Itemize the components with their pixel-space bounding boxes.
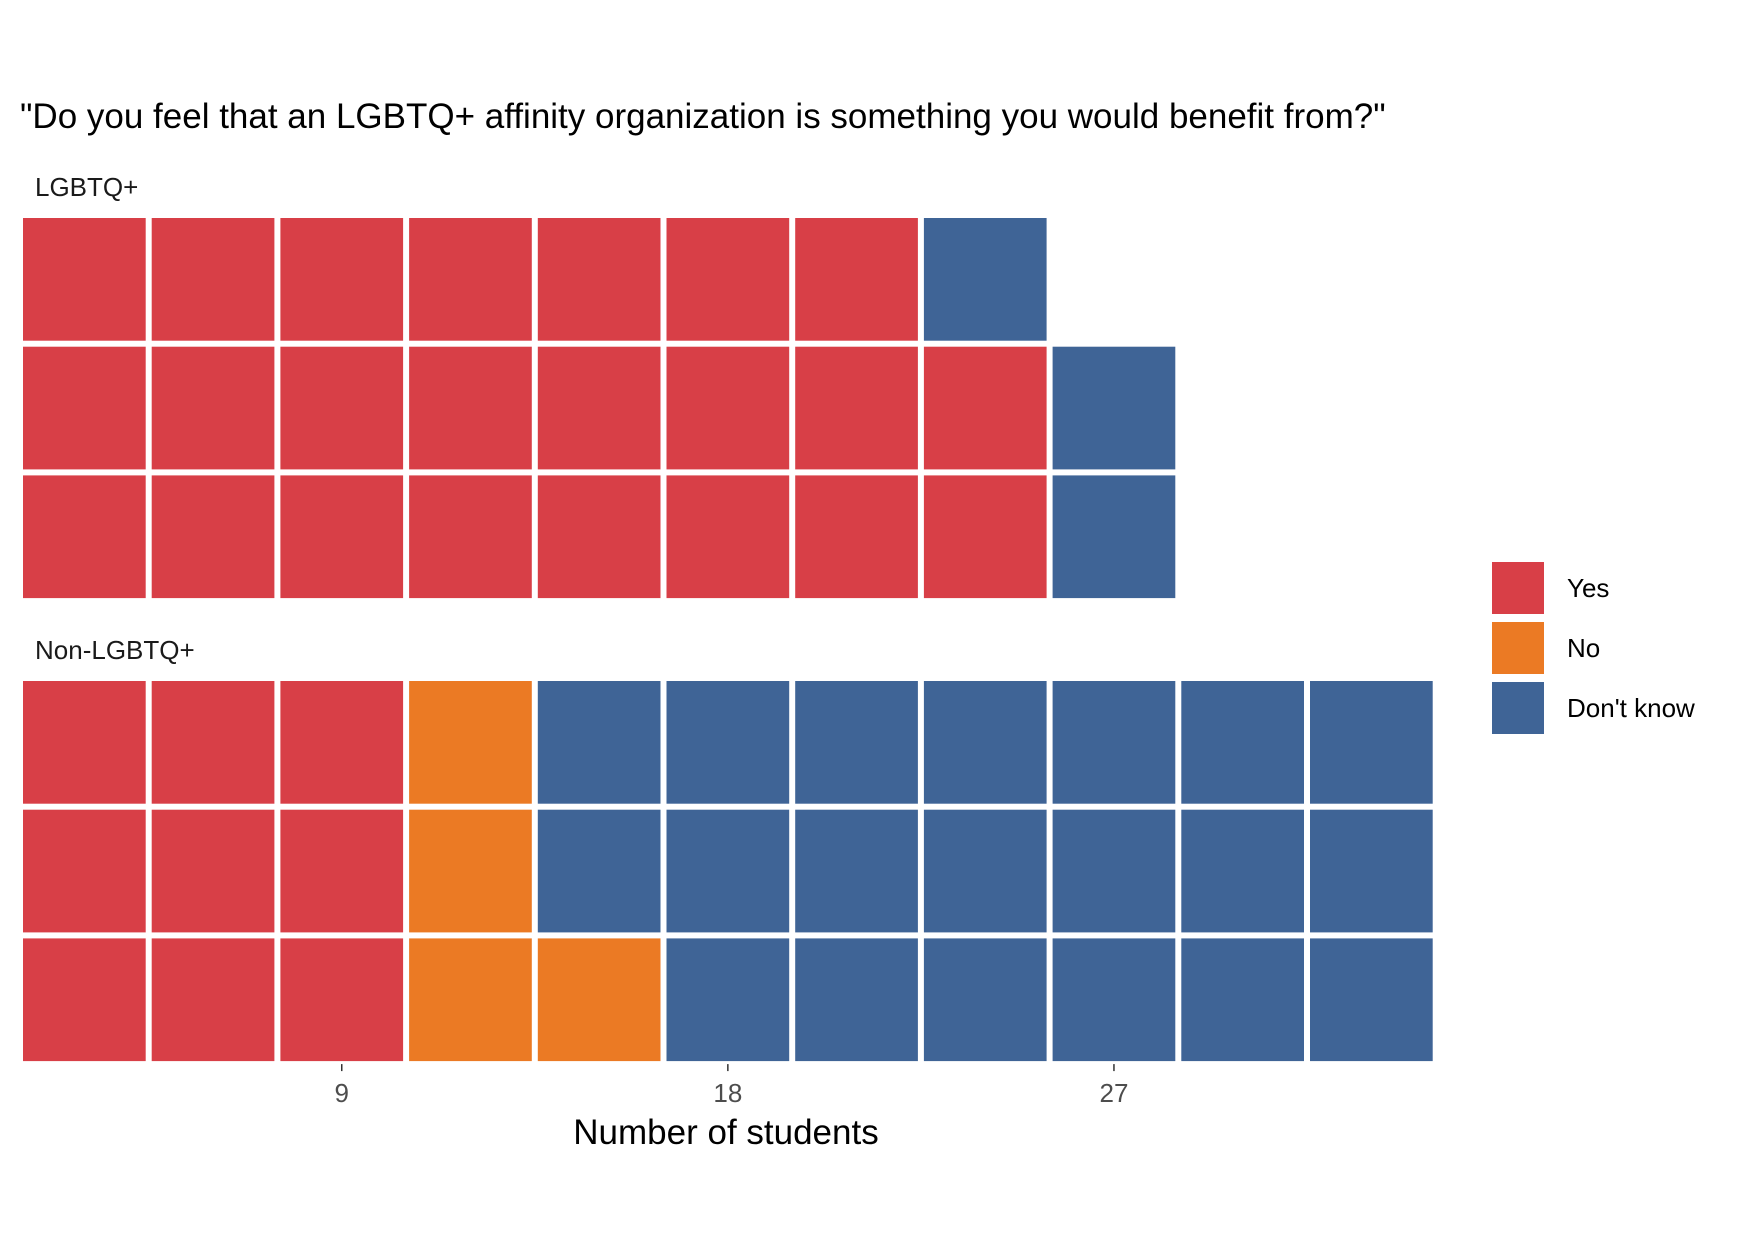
waffle-cell-don-t-know <box>1310 809 1433 933</box>
legend-swatch-yes <box>1492 562 1544 614</box>
waffle-cell-yes <box>151 681 275 804</box>
waffle-cell-yes <box>280 346 404 470</box>
waffle-cell-yes <box>409 475 532 599</box>
waffle-cell-yes <box>537 218 661 341</box>
waffle-cell-yes <box>409 346 532 470</box>
waffle-cell-yes <box>409 218 532 341</box>
waffle-cell-yes <box>151 218 275 341</box>
waffle-cell-yes <box>666 475 790 599</box>
waffle-cell-yes <box>151 938 275 1062</box>
waffle-cell-yes <box>23 809 146 933</box>
waffle-cell-yes <box>23 218 146 341</box>
legend-label-yes: Yes <box>1567 573 1609 603</box>
legend-label-no: No <box>1567 633 1600 663</box>
waffle-cell-yes <box>23 681 146 804</box>
waffle-cell-don-t-know <box>1052 475 1176 599</box>
waffle-cell-don-t-know <box>795 809 918 933</box>
waffle-cell-don-t-know <box>537 681 661 804</box>
legend: Yes No Don't know <box>1492 562 1695 734</box>
waffle-cell-yes <box>151 809 275 933</box>
waffle-cell-yes <box>23 475 146 599</box>
waffle-cell-don-t-know <box>666 809 790 933</box>
waffle-cell-don-t-know <box>1052 681 1176 804</box>
waffle-cell-don-t-know <box>1052 346 1176 470</box>
waffle-cell-don-t-know <box>923 218 1047 341</box>
waffle-cell-don-t-know <box>1181 938 1304 1062</box>
waffle-cell-no <box>409 809 532 933</box>
panel-lgbtq <box>23 218 1176 599</box>
waffle-cell-yes <box>795 346 918 470</box>
waffle-cell-yes <box>280 681 404 804</box>
waffle-cell-don-t-know <box>1052 938 1176 1062</box>
waffle-cell-don-t-know <box>1310 681 1433 804</box>
panel-label-lgbtq: LGBTQ+ <box>35 172 138 202</box>
waffle-cell-don-t-know <box>795 681 918 804</box>
waffle-cell-yes <box>23 346 146 470</box>
waffle-cell-don-t-know <box>1052 809 1176 933</box>
legend-label-don-t-know: Don't know <box>1567 693 1695 723</box>
waffle-cell-don-t-know <box>1310 938 1433 1062</box>
waffle-cell-no <box>409 938 532 1062</box>
waffle-cell-yes <box>280 938 404 1062</box>
waffle-cell-don-t-know <box>923 809 1047 933</box>
x-tick-label: 27 <box>1099 1078 1128 1108</box>
waffle-cell-yes <box>23 938 146 1062</box>
waffle-cell-yes <box>666 346 790 470</box>
waffle-cell-don-t-know <box>795 938 918 1062</box>
waffle-cell-yes <box>923 346 1047 470</box>
waffle-cell-yes <box>537 475 661 599</box>
panel-label-non-lgbtq: Non-LGBTQ+ <box>35 635 195 665</box>
legend-swatch-don-t-know <box>1492 682 1544 734</box>
waffle-cell-yes <box>795 475 918 599</box>
waffle-cell-don-t-know <box>537 809 661 933</box>
waffle-cell-yes <box>280 809 404 933</box>
waffle-cell-yes <box>151 475 275 599</box>
panel-non-lgbtq <box>23 681 1433 1062</box>
waffle-cell-don-t-know <box>1181 809 1304 933</box>
waffle-cell-yes <box>923 475 1047 599</box>
waffle-cell-yes <box>537 346 661 470</box>
x-axis-label: Number of students <box>573 1113 878 1152</box>
x-tick-label: 18 <box>713 1078 742 1108</box>
legend-swatch-no <box>1492 622 1544 674</box>
waffle-cell-yes <box>795 218 918 341</box>
waffle-cell-no <box>537 938 661 1062</box>
x-axis: 9 18 27 <box>335 1064 1128 1108</box>
chart-title: "Do you feel that an LGBTQ+ affinity org… <box>20 97 1386 136</box>
waffle-cell-yes <box>151 346 275 470</box>
waffle-cell-don-t-know <box>666 681 790 804</box>
waffle-cell-yes <box>280 218 404 341</box>
waffle-cell-don-t-know <box>923 681 1047 804</box>
waffle-cell-yes <box>666 218 790 341</box>
waffle-cell-no <box>409 681 532 804</box>
waffle-cell-yes <box>280 475 404 599</box>
waffle-cell-don-t-know <box>923 938 1047 1062</box>
waffle-cell-don-t-know <box>666 938 790 1062</box>
x-tick-label: 9 <box>335 1078 349 1108</box>
waffle-cell-don-t-know <box>1181 681 1304 804</box>
